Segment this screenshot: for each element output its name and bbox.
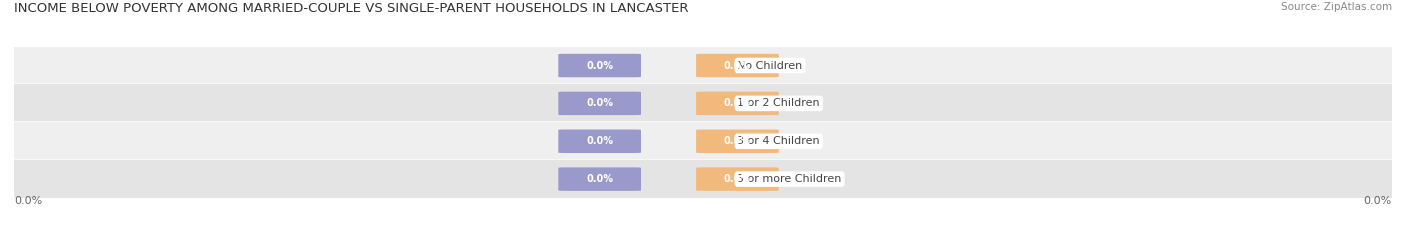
Text: 0.0%: 0.0% [724,61,751,71]
Text: Source: ZipAtlas.com: Source: ZipAtlas.com [1281,2,1392,12]
FancyBboxPatch shape [0,84,1406,123]
Text: 1 or 2 Children: 1 or 2 Children [738,98,820,108]
Text: 0.0%: 0.0% [724,136,751,146]
Text: 0.0%: 0.0% [586,136,613,146]
FancyBboxPatch shape [696,54,779,77]
FancyBboxPatch shape [558,92,641,115]
Text: 0.0%: 0.0% [586,174,613,184]
Text: 0.0%: 0.0% [586,98,613,108]
FancyBboxPatch shape [558,54,641,77]
Text: No Children: No Children [738,61,803,71]
FancyBboxPatch shape [696,130,779,153]
Text: 5 or more Children: 5 or more Children [738,174,842,184]
Text: 0.0%: 0.0% [724,174,751,184]
Text: 3 or 4 Children: 3 or 4 Children [738,136,820,146]
FancyBboxPatch shape [696,92,779,115]
FancyBboxPatch shape [558,167,641,191]
Text: 0.0%: 0.0% [724,98,751,108]
FancyBboxPatch shape [0,46,1406,85]
Text: 0.0%: 0.0% [1364,196,1392,206]
FancyBboxPatch shape [0,122,1406,161]
FancyBboxPatch shape [696,167,779,191]
Text: 0.0%: 0.0% [14,196,42,206]
FancyBboxPatch shape [558,130,641,153]
Text: INCOME BELOW POVERTY AMONG MARRIED-COUPLE VS SINGLE-PARENT HOUSEHOLDS IN LANCAST: INCOME BELOW POVERTY AMONG MARRIED-COUPL… [14,2,689,15]
FancyBboxPatch shape [0,159,1406,199]
Text: 0.0%: 0.0% [586,61,613,71]
